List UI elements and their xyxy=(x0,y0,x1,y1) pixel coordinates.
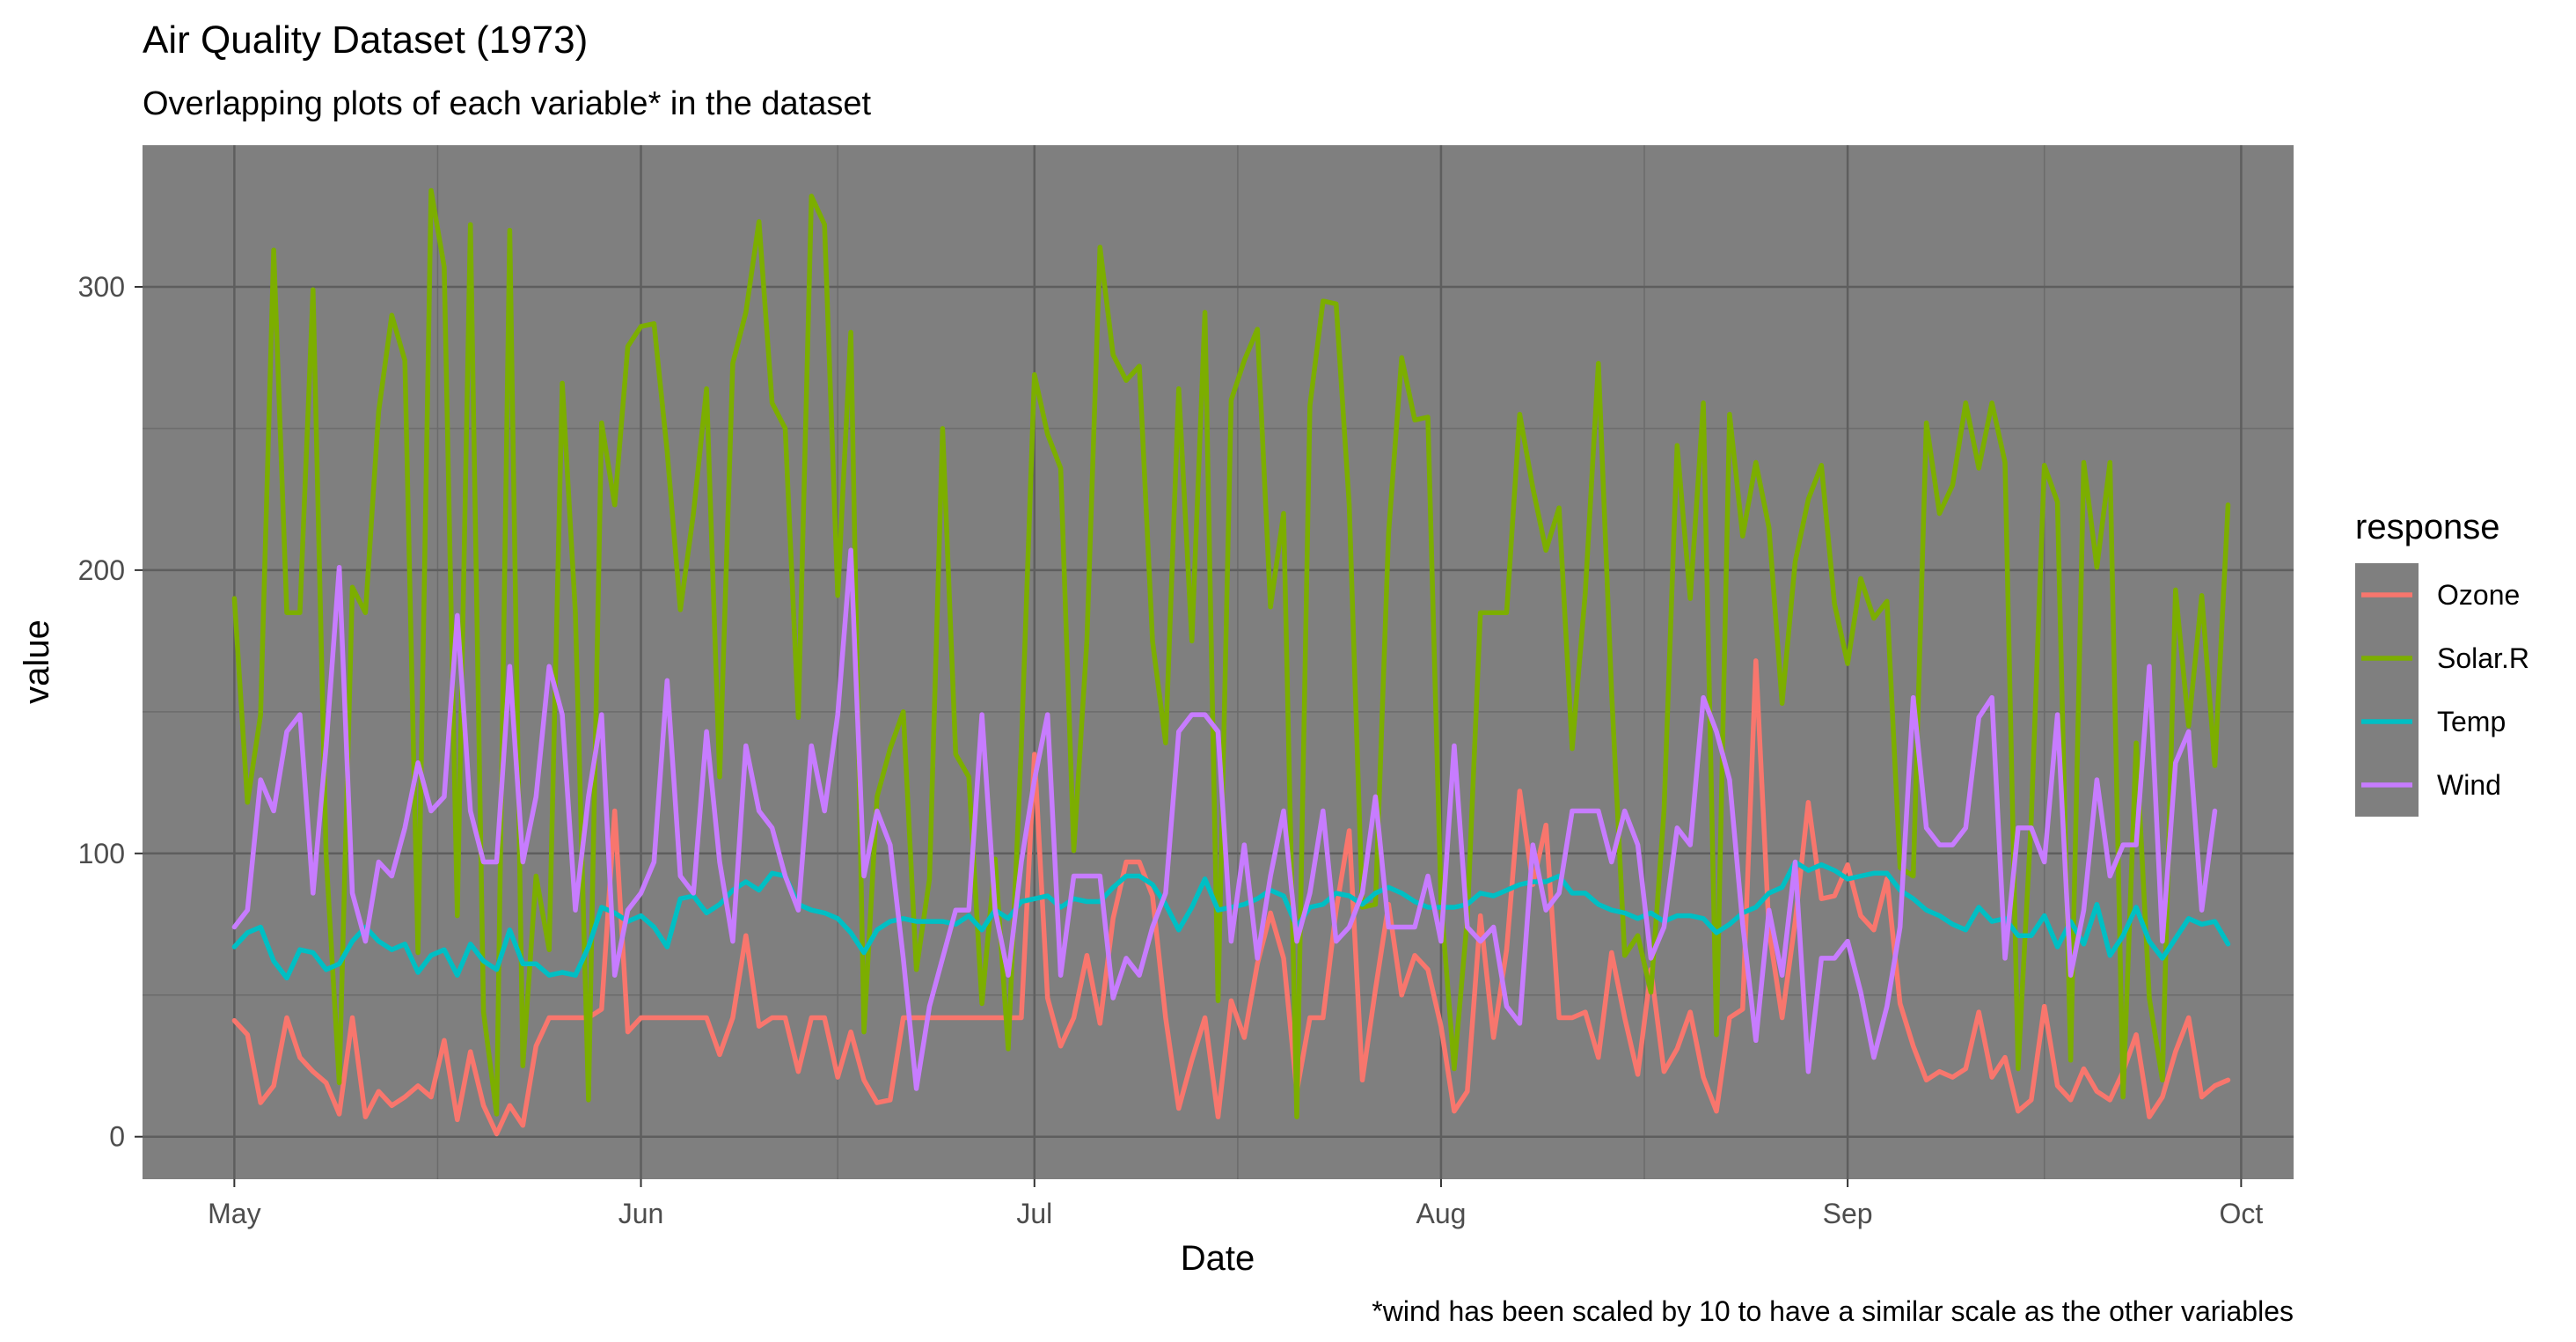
x-tick-label: Oct xyxy=(2219,1198,2263,1229)
y-tick-label: 100 xyxy=(78,838,125,869)
legend-label: Wind xyxy=(2437,769,2501,801)
y-tick-label: 200 xyxy=(78,554,125,586)
series-line-solar-r xyxy=(231,187,2231,1119)
x-tick-label: Sep xyxy=(1823,1198,1873,1229)
plot-panel xyxy=(143,145,2294,1179)
x-axis-title: Date xyxy=(1181,1239,1255,1278)
x-tick-label: Jul xyxy=(1016,1198,1052,1229)
legend-label: Ozone xyxy=(2437,579,2520,611)
x-tick-label: Jun xyxy=(618,1198,664,1229)
legend-label: Solar.R xyxy=(2437,642,2529,674)
series-lines xyxy=(231,187,2231,1137)
y-tick-label: 300 xyxy=(78,271,125,303)
chart-subtitle: Overlapping plots of each variable* in t… xyxy=(143,85,872,122)
x-tick-label: Aug xyxy=(1416,1198,1466,1229)
x-tick-label: May xyxy=(208,1198,260,1229)
chart-title: Air Quality Dataset (1973) xyxy=(143,18,588,62)
legend-title: response xyxy=(2355,508,2500,546)
x-axis-ticks: May Jun Jul Aug Sep Oct xyxy=(208,1179,2263,1229)
legend: response Ozone Solar.R Temp Wind xyxy=(2355,508,2529,817)
series-line-wind xyxy=(231,547,2218,1091)
legend-label: Temp xyxy=(2437,706,2506,737)
chart-caption: *wind has been scaled by 10 to have a si… xyxy=(1372,1295,2294,1327)
y-axis-ticks: 0 100 200 300 xyxy=(78,271,143,1153)
y-axis-title: value xyxy=(18,620,56,704)
y-tick-label: 0 xyxy=(109,1121,125,1153)
